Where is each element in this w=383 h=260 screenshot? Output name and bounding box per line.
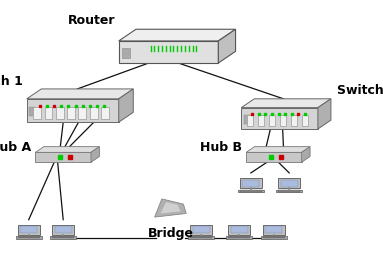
Polygon shape — [302, 147, 310, 162]
FancyBboxPatch shape — [238, 190, 264, 192]
FancyBboxPatch shape — [241, 108, 318, 129]
FancyBboxPatch shape — [226, 236, 252, 239]
FancyBboxPatch shape — [18, 225, 40, 235]
FancyBboxPatch shape — [228, 225, 250, 235]
Polygon shape — [155, 199, 186, 217]
FancyBboxPatch shape — [247, 115, 253, 126]
Text: Switch 1: Switch 1 — [0, 75, 23, 88]
FancyBboxPatch shape — [263, 225, 285, 235]
FancyBboxPatch shape — [67, 107, 75, 119]
FancyBboxPatch shape — [268, 115, 275, 126]
FancyBboxPatch shape — [29, 107, 35, 116]
Polygon shape — [160, 202, 180, 213]
FancyBboxPatch shape — [56, 107, 64, 119]
Polygon shape — [119, 89, 133, 122]
FancyBboxPatch shape — [36, 152, 91, 162]
FancyBboxPatch shape — [240, 178, 262, 188]
Text: Hub B: Hub B — [200, 141, 242, 154]
FancyBboxPatch shape — [50, 236, 76, 239]
FancyBboxPatch shape — [280, 115, 286, 126]
FancyBboxPatch shape — [18, 237, 40, 238]
Polygon shape — [91, 147, 100, 162]
FancyBboxPatch shape — [193, 226, 210, 233]
Polygon shape — [318, 99, 331, 129]
FancyBboxPatch shape — [240, 190, 262, 192]
FancyBboxPatch shape — [301, 115, 308, 126]
FancyBboxPatch shape — [291, 115, 297, 126]
FancyBboxPatch shape — [261, 236, 287, 239]
Text: Switch 2: Switch 2 — [337, 84, 383, 98]
FancyBboxPatch shape — [231, 226, 248, 233]
FancyBboxPatch shape — [190, 237, 212, 238]
FancyBboxPatch shape — [27, 99, 119, 122]
Polygon shape — [119, 29, 236, 41]
FancyBboxPatch shape — [90, 107, 98, 119]
FancyBboxPatch shape — [20, 226, 37, 233]
FancyBboxPatch shape — [52, 237, 74, 238]
Text: Bridge: Bridge — [147, 228, 193, 240]
FancyBboxPatch shape — [281, 179, 298, 187]
FancyBboxPatch shape — [258, 115, 264, 126]
FancyBboxPatch shape — [263, 237, 285, 238]
FancyBboxPatch shape — [52, 225, 74, 235]
FancyBboxPatch shape — [79, 107, 86, 119]
Polygon shape — [218, 29, 236, 63]
FancyBboxPatch shape — [246, 152, 302, 162]
FancyBboxPatch shape — [119, 41, 218, 63]
Polygon shape — [241, 99, 331, 108]
Text: Hub A: Hub A — [0, 141, 32, 154]
FancyBboxPatch shape — [228, 237, 250, 238]
FancyBboxPatch shape — [276, 190, 302, 192]
FancyBboxPatch shape — [188, 236, 214, 239]
Polygon shape — [36, 147, 100, 152]
FancyBboxPatch shape — [101, 107, 109, 119]
FancyBboxPatch shape — [242, 179, 259, 187]
FancyBboxPatch shape — [122, 48, 130, 57]
Text: Router: Router — [67, 14, 115, 27]
Polygon shape — [246, 147, 310, 152]
FancyBboxPatch shape — [44, 107, 52, 119]
FancyBboxPatch shape — [278, 178, 300, 188]
Polygon shape — [27, 89, 133, 99]
FancyBboxPatch shape — [278, 190, 300, 192]
FancyBboxPatch shape — [244, 115, 250, 124]
FancyBboxPatch shape — [33, 107, 41, 119]
FancyBboxPatch shape — [16, 236, 42, 239]
FancyBboxPatch shape — [190, 225, 212, 235]
FancyBboxPatch shape — [55, 226, 72, 233]
FancyBboxPatch shape — [265, 226, 282, 233]
